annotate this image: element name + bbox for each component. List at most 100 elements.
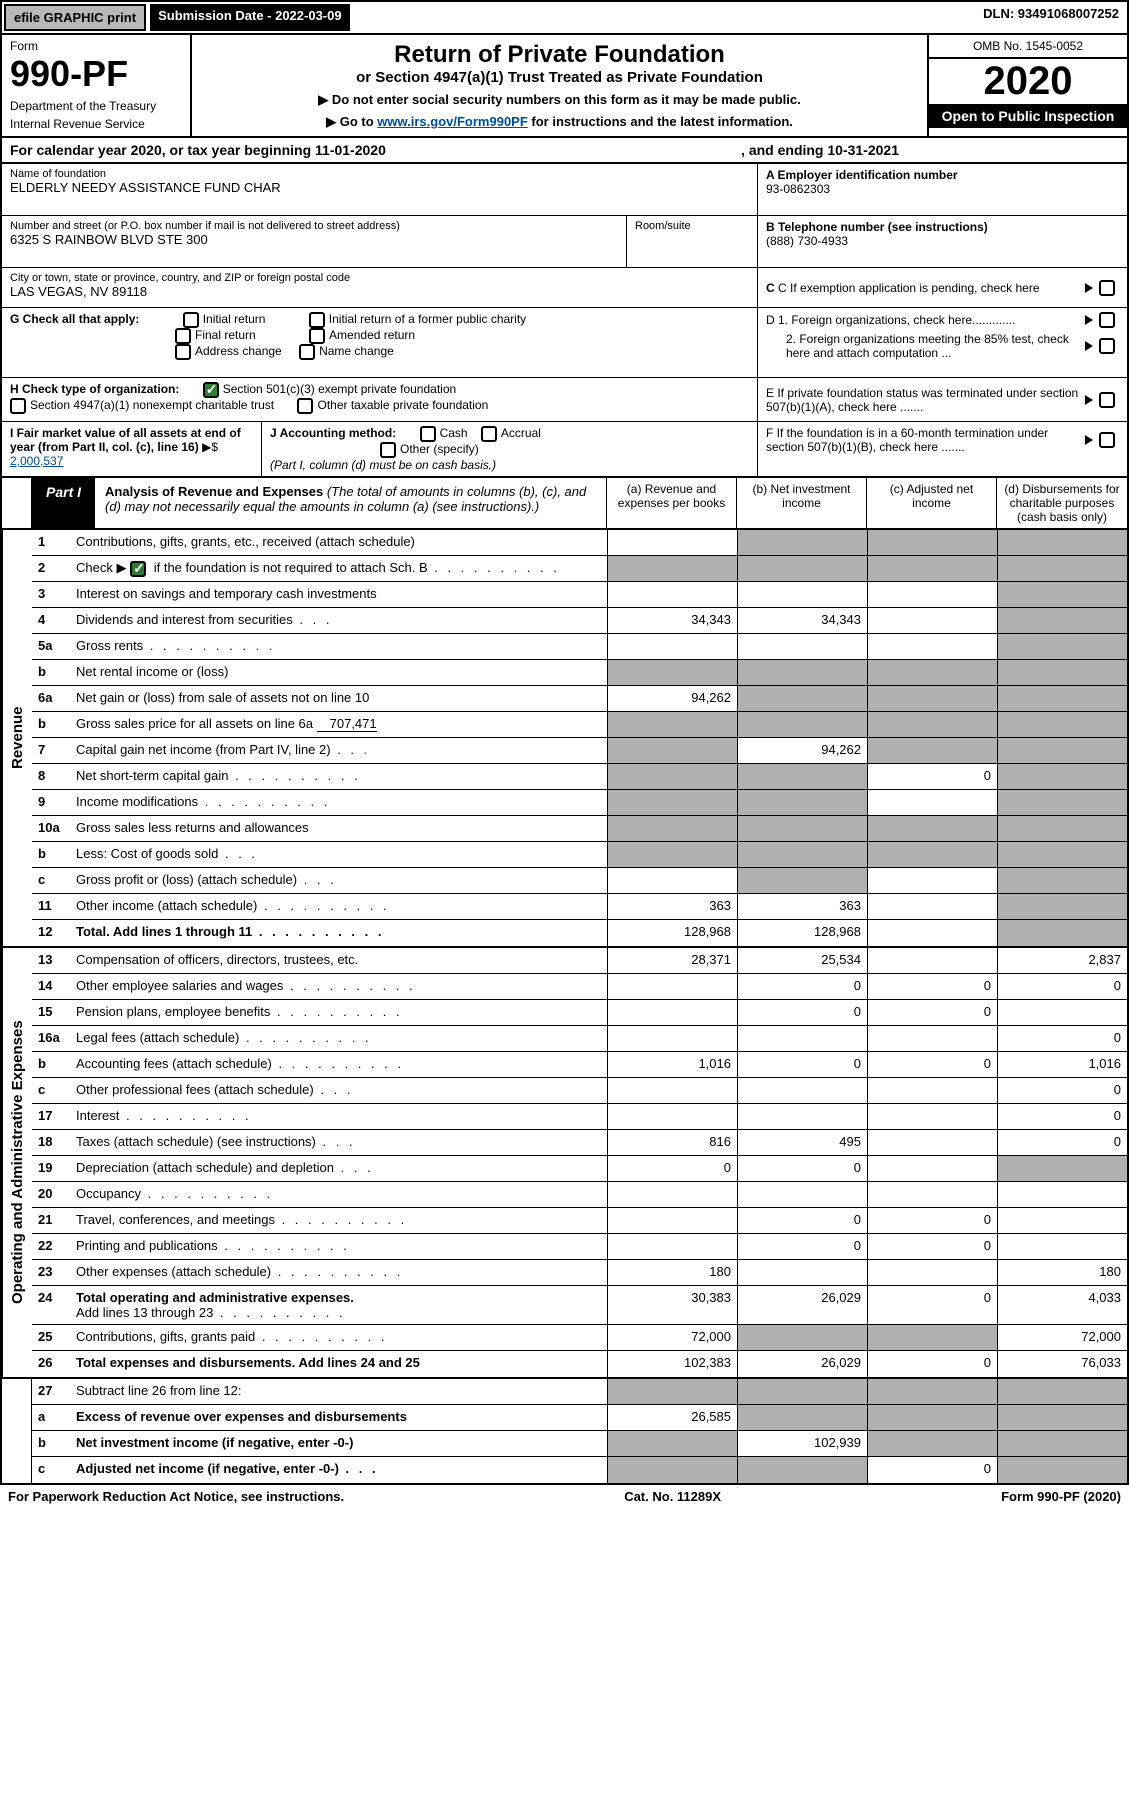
initial-return-checkbox[interactable] — [183, 312, 199, 328]
row7-desc: Capital gain net income (from Part IV, l… — [70, 738, 607, 763]
schb-checkbox[interactable] — [130, 561, 146, 577]
tax-year: 2020 — [929, 59, 1127, 104]
row26-desc: Total expenses and disbursements. Add li… — [70, 1351, 607, 1377]
row26-b: 26,029 — [737, 1351, 867, 1377]
row18-a: 816 — [607, 1130, 737, 1155]
row18-d: 0 — [997, 1130, 1127, 1155]
row10c-desc: Gross profit or (loss) (attach schedule) — [70, 868, 607, 893]
footer-row: For Paperwork Reduction Act Notice, see … — [0, 1485, 1129, 1508]
revenue-section: Revenue 1Contributions, gifts, grants, e… — [0, 530, 1129, 948]
arrow-icon — [1085, 435, 1093, 445]
city-label: City or town, state or province, country… — [10, 272, 749, 284]
cash-checkbox[interactable] — [420, 426, 436, 442]
other-taxable-label: Other taxable private foundation — [317, 398, 488, 412]
row8-c: 0 — [867, 764, 997, 789]
row26-c: 0 — [867, 1351, 997, 1377]
row27a-a: 26,585 — [607, 1405, 737, 1430]
row25-d: 72,000 — [997, 1325, 1127, 1350]
row4-desc: Dividends and interest from securities — [70, 608, 607, 633]
open-to-public: Open to Public Inspection — [929, 104, 1127, 128]
room-suite-label: Room/suite — [627, 216, 757, 267]
form-header: Form 990-PF Department of the Treasury I… — [0, 35, 1129, 138]
col-a-header: (a) Revenue and expenses per books — [607, 478, 737, 528]
row27a-desc: Excess of revenue over expenses and disb… — [70, 1405, 607, 1430]
d1-label: D 1. Foreign organizations, check here..… — [766, 313, 1085, 327]
row16b-desc: Accounting fees (attach schedule) — [70, 1052, 607, 1077]
row17-d: 0 — [997, 1104, 1127, 1129]
4947-label: Section 4947(a)(1) nonexempt charitable … — [30, 398, 274, 412]
row27c-desc: Adjusted net income (if negative, enter … — [70, 1457, 607, 1483]
expenses-side-label: Operating and Administrative Expenses — [2, 948, 32, 1377]
final-return-checkbox[interactable] — [175, 328, 191, 344]
ein-label: A Employer identification number — [766, 168, 1119, 182]
instruction-1: ▶ Do not enter social security numbers o… — [212, 92, 907, 108]
form-title: Return of Private Foundation — [212, 41, 907, 69]
part1-title: Analysis of Revenue and Expenses — [105, 484, 323, 499]
4947-checkbox[interactable] — [10, 398, 26, 414]
former-charity-checkbox[interactable] — [309, 312, 325, 328]
row10b-desc: Less: Cost of goods sold — [70, 842, 607, 867]
row15-b: 0 — [737, 1000, 867, 1025]
final-return-label: Final return — [195, 328, 256, 342]
row11-b: 363 — [737, 894, 867, 919]
revenue-side-label: Revenue — [2, 530, 32, 946]
row24-a: 30,383 — [607, 1286, 737, 1324]
85pct-test-checkbox[interactable] — [1099, 338, 1115, 354]
other-specify-checkbox[interactable] — [380, 442, 396, 458]
row23-d: 180 — [997, 1260, 1127, 1285]
row10a-desc: Gross sales less returns and allowances — [70, 816, 607, 841]
row23-a: 180 — [607, 1260, 737, 1285]
form990pf-link[interactable]: www.irs.gov/Form990PF — [377, 114, 528, 129]
address-change-checkbox[interactable] — [175, 344, 191, 360]
phone-label: B Telephone number (see instructions) — [766, 220, 1119, 234]
row14-c: 0 — [867, 974, 997, 999]
cal-year-text: For calendar year 2020, or tax year begi… — [10, 142, 386, 158]
arrow-icon — [1085, 395, 1093, 405]
name-change-label: Name change — [319, 344, 394, 358]
status-terminated-checkbox[interactable] — [1099, 392, 1115, 408]
paperwork-notice: For Paperwork Reduction Act Notice, see … — [8, 1489, 344, 1504]
row11-a: 363 — [607, 894, 737, 919]
row24-desc: Total operating and administrative expen… — [70, 1286, 607, 1324]
accrual-checkbox[interactable] — [481, 426, 497, 442]
row25-a: 72,000 — [607, 1325, 737, 1350]
exemption-pending-checkbox[interactable] — [1099, 280, 1115, 296]
part1-label: Part I — [32, 478, 95, 528]
60month-checkbox[interactable] — [1099, 432, 1115, 448]
f-label: F If the foundation is in a 60-month ter… — [766, 426, 1085, 454]
addr-label: Number and street (or P.O. box number if… — [10, 220, 618, 232]
accrual-label: Accrual — [501, 426, 541, 440]
row19-desc: Depreciation (attach schedule) and deple… — [70, 1156, 607, 1181]
efile-button[interactable]: efile GRAPHIC print — [4, 4, 146, 31]
arrow-icon — [1085, 341, 1093, 351]
row14-desc: Other employee salaries and wages — [70, 974, 607, 999]
arrow-icon — [1085, 283, 1093, 293]
info-grid: Name of foundation ELDERLY NEEDY ASSISTA… — [0, 164, 1129, 478]
name-change-checkbox[interactable] — [299, 344, 315, 360]
501c3-label: Section 501(c)(3) exempt private foundat… — [223, 382, 456, 396]
foundation-address: 6325 S RAINBOW BLVD STE 300 — [10, 232, 618, 247]
row19-a: 0 — [607, 1156, 737, 1181]
row12-b: 128,968 — [737, 920, 867, 946]
j-note: (Part I, column (d) must be on cash basi… — [270, 458, 496, 472]
phone-value: (888) 730-4933 — [766, 234, 1119, 248]
arrow-icon — [1085, 315, 1093, 325]
g-check-label: G Check all that apply: — [10, 312, 139, 326]
row13-desc: Compensation of officers, directors, tru… — [70, 948, 607, 973]
row15-c: 0 — [867, 1000, 997, 1025]
fair-market-value[interactable]: 2,000,537 — [10, 454, 63, 468]
amended-return-checkbox[interactable] — [309, 328, 325, 344]
i-label: I Fair market value of all assets at end… — [10, 426, 241, 454]
row18-desc: Taxes (attach schedule) (see instruction… — [70, 1130, 607, 1155]
row6a-desc: Net gain or (loss) from sale of assets n… — [70, 686, 607, 711]
foreign-org-checkbox[interactable] — [1099, 312, 1115, 328]
foundation-city: LAS VEGAS, NV 89118 — [10, 284, 749, 299]
address-change-label: Address change — [195, 344, 282, 358]
row23-desc: Other expenses (attach schedule) — [70, 1260, 607, 1285]
other-taxable-checkbox[interactable] — [297, 398, 313, 414]
foundation-name: ELDERLY NEEDY ASSISTANCE FUND CHAR — [10, 180, 749, 195]
row4-a: 34,343 — [607, 608, 737, 633]
col-d-header: (d) Disbursements for charitable purpose… — [997, 478, 1127, 528]
row16b-b: 0 — [737, 1052, 867, 1077]
501c3-checkbox[interactable] — [203, 382, 219, 398]
